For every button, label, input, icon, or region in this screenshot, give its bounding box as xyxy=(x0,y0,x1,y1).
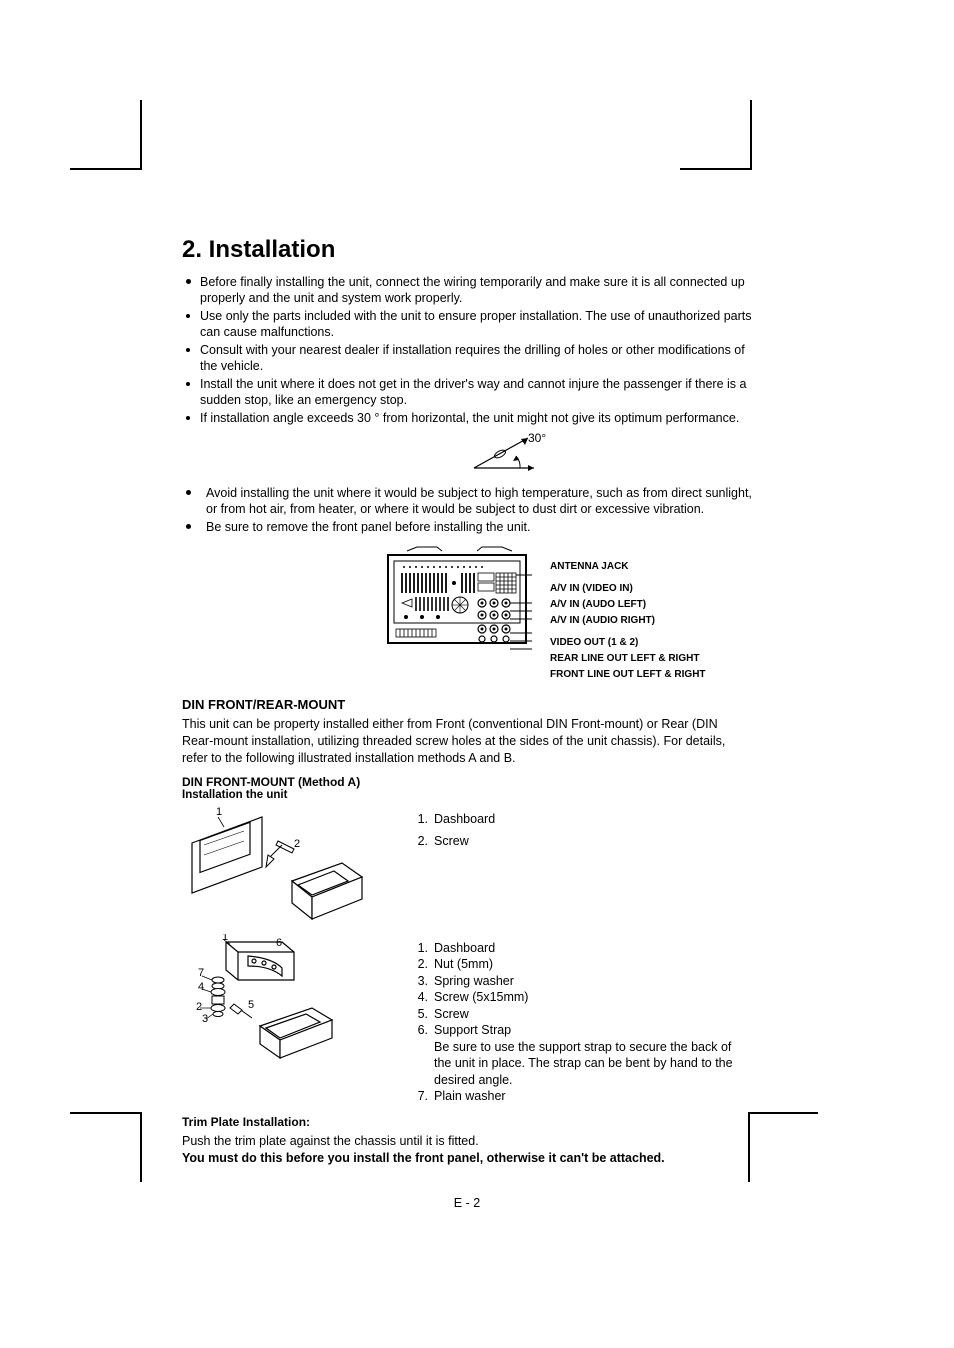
legend-item: 7.Plain washer xyxy=(412,1088,752,1105)
rear-panel-diagram: ANTENNA JACK A/V IN (VIDEO IN) A/V IN (A… xyxy=(382,545,752,683)
method-a-heading: DIN FRONT-MOUNT (Method A) xyxy=(182,775,752,789)
crop-mark xyxy=(140,100,142,170)
din-heading: DIN FRONT/REAR-MOUNT xyxy=(182,697,752,712)
crop-mark xyxy=(748,1112,818,1114)
legend-item: 1.Dashboard xyxy=(412,811,495,828)
rear-panel-labels: ANTENNA JACK A/V IN (VIDEO IN) A/V IN (A… xyxy=(550,545,706,683)
legend-item: 5.Screw xyxy=(412,1006,752,1023)
bullet-list-mid: Avoid installing the unit where it would… xyxy=(182,485,752,535)
rear-label: A/V IN (VIDEO IN) xyxy=(550,581,706,597)
method-a-legend-1: 1.Dashboard 2.Screw xyxy=(412,805,495,930)
legend-item: 1.Dashboard xyxy=(412,940,752,957)
page-content: 2. Installation Before finally installin… xyxy=(182,236,752,1210)
rear-label: REAR LINE OUT LEFT & RIGHT xyxy=(550,651,706,667)
rear-label: FRONT LINE OUT LEFT & RIGHT xyxy=(550,667,706,683)
angle-label: 30° xyxy=(528,431,546,445)
svg-text:6: 6 xyxy=(276,937,282,949)
page-number: E - 2 xyxy=(182,1196,752,1210)
svg-text:2: 2 xyxy=(196,1001,202,1013)
bullet-list-top: Before finally installing the unit, conn… xyxy=(182,274,752,426)
bullet-item: Install the unit where it does not get i… xyxy=(200,376,752,408)
bullet-item: Consult with your nearest dealer if inst… xyxy=(200,342,752,374)
trim-line-1: Push the trim plate against the chassis … xyxy=(182,1134,479,1148)
trim-line-2: You must do this before you install the … xyxy=(182,1151,665,1165)
bullet-item: Use only the parts included with the uni… xyxy=(200,308,752,340)
crop-mark xyxy=(680,168,750,170)
svg-text:5: 5 xyxy=(248,999,254,1011)
crop-mark xyxy=(140,1112,142,1182)
section-title: 2. Installation xyxy=(182,236,752,264)
trim-heading: Trim Plate Installation: xyxy=(182,1115,752,1129)
crop-mark xyxy=(70,1112,140,1114)
rear-label: A/V IN (AUDIO RIGHT) xyxy=(550,613,706,629)
legend-item: 6.Support Strap Be sure to use the suppo… xyxy=(412,1022,752,1088)
bullet-item: Avoid installing the unit where it would… xyxy=(200,485,752,517)
bullet-item: Before finally installing the unit, conn… xyxy=(200,274,752,306)
crop-mark xyxy=(750,100,752,170)
method-a-row-2: 6 1 7 4 2 3 xyxy=(182,934,752,1105)
legend-item: 4.Screw (5x15mm) xyxy=(412,989,752,1006)
crop-mark xyxy=(70,168,140,170)
svg-text:2: 2 xyxy=(294,838,300,850)
rear-label: ANTENNA JACK xyxy=(550,559,706,575)
method-a-row-1: 1 2 1.Dashboard xyxy=(182,805,752,930)
method-a-sub: Installation the unit xyxy=(182,789,752,801)
legend-item: 3.Spring washer xyxy=(412,973,752,990)
rear-label: A/V IN (AUDO LEFT) xyxy=(550,597,706,613)
rear-label: VIDEO OUT (1 & 2) xyxy=(550,635,706,651)
method-a-legend-2: 1.Dashboard 2.Nut (5mm) 3.Spring washer … xyxy=(412,934,752,1105)
angle-diagram: 30° xyxy=(472,430,752,477)
svg-text:3: 3 xyxy=(202,1013,208,1025)
bullet-item: If installation angle exceeds 30 ° from … xyxy=(200,410,752,426)
legend-item: 2.Screw xyxy=(412,833,495,850)
din-body: This unit can be property installed eith… xyxy=(182,716,752,767)
method-a-diagram-1: 1 2 xyxy=(182,805,372,930)
svg-text:1: 1 xyxy=(222,934,228,943)
method-a-diagram-2: 6 1 7 4 2 3 xyxy=(182,934,372,1105)
trim-body: Push the trim plate against the chassis … xyxy=(182,1133,752,1168)
svg-text:1: 1 xyxy=(216,806,222,818)
legend-item: 2.Nut (5mm) xyxy=(412,956,752,973)
svg-text:4: 4 xyxy=(198,981,204,993)
bullet-item: Be sure to remove the front panel before… xyxy=(200,519,752,535)
svg-text:7: 7 xyxy=(198,967,204,979)
